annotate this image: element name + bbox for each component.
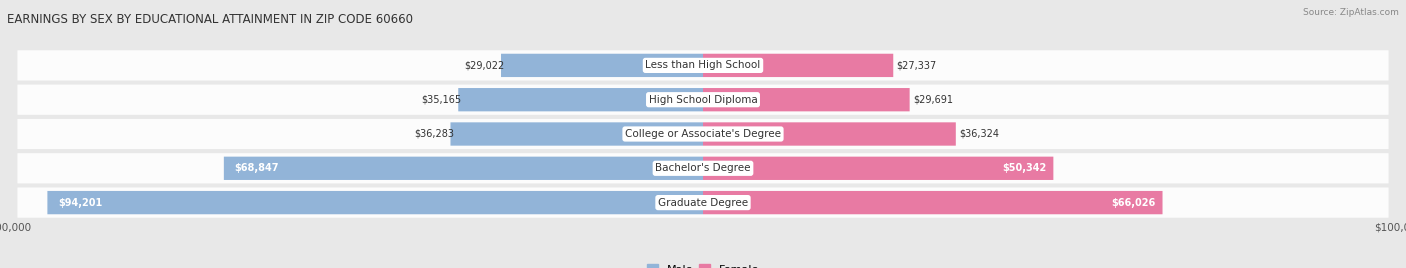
Text: EARNINGS BY SEX BY EDUCATIONAL ATTAINMENT IN ZIP CODE 60660: EARNINGS BY SEX BY EDUCATIONAL ATTAINMEN…	[7, 13, 413, 26]
Text: $36,283: $36,283	[413, 129, 454, 139]
Text: $29,022: $29,022	[464, 60, 505, 70]
Text: $66,026: $66,026	[1111, 198, 1156, 208]
Text: Less than High School: Less than High School	[645, 60, 761, 70]
Text: $94,201: $94,201	[58, 198, 103, 208]
FancyBboxPatch shape	[703, 54, 893, 77]
FancyBboxPatch shape	[224, 157, 703, 180]
FancyBboxPatch shape	[501, 54, 703, 77]
Text: High School Diploma: High School Diploma	[648, 95, 758, 105]
FancyBboxPatch shape	[17, 50, 1389, 80]
Text: Graduate Degree: Graduate Degree	[658, 198, 748, 208]
Text: $50,342: $50,342	[1002, 163, 1046, 173]
FancyBboxPatch shape	[17, 85, 1389, 115]
FancyBboxPatch shape	[450, 122, 703, 146]
Text: Bachelor's Degree: Bachelor's Degree	[655, 163, 751, 173]
FancyBboxPatch shape	[703, 191, 1163, 214]
Text: Source: ZipAtlas.com: Source: ZipAtlas.com	[1303, 8, 1399, 17]
Legend: Male, Female: Male, Female	[643, 260, 763, 268]
FancyBboxPatch shape	[458, 88, 703, 111]
FancyBboxPatch shape	[17, 153, 1389, 183]
Text: College or Associate's Degree: College or Associate's Degree	[626, 129, 780, 139]
Text: $68,847: $68,847	[235, 163, 278, 173]
Text: $35,165: $35,165	[422, 95, 461, 105]
FancyBboxPatch shape	[703, 88, 910, 111]
FancyBboxPatch shape	[17, 188, 1389, 218]
Text: $36,324: $36,324	[959, 129, 1000, 139]
FancyBboxPatch shape	[48, 191, 703, 214]
Text: $27,337: $27,337	[897, 60, 936, 70]
FancyBboxPatch shape	[703, 122, 956, 146]
FancyBboxPatch shape	[703, 157, 1053, 180]
Text: $29,691: $29,691	[912, 95, 953, 105]
FancyBboxPatch shape	[17, 119, 1389, 149]
